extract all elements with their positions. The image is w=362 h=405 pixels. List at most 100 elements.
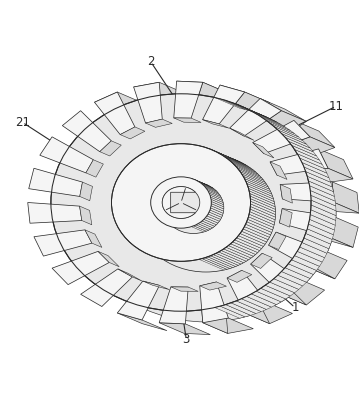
Polygon shape [231,301,261,313]
Polygon shape [279,223,353,247]
Polygon shape [28,202,82,223]
Polygon shape [227,278,270,324]
Polygon shape [250,196,275,209]
Polygon shape [279,209,333,237]
Polygon shape [221,155,249,167]
Polygon shape [118,269,142,281]
Polygon shape [194,179,209,185]
Polygon shape [270,162,287,179]
Polygon shape [274,275,303,290]
Polygon shape [230,128,254,141]
Polygon shape [308,181,334,196]
Polygon shape [215,306,245,318]
Polygon shape [211,204,224,211]
Polygon shape [235,165,262,178]
Polygon shape [304,233,331,249]
Polygon shape [236,299,266,311]
Ellipse shape [162,187,200,218]
Polygon shape [221,249,249,261]
Polygon shape [228,160,256,172]
Polygon shape [270,123,299,137]
Polygon shape [270,149,328,175]
Polygon shape [292,256,320,271]
Polygon shape [302,238,329,253]
Polygon shape [269,232,286,249]
Polygon shape [300,158,327,173]
Polygon shape [310,185,335,201]
Polygon shape [211,201,224,209]
Polygon shape [216,252,244,264]
Polygon shape [280,182,334,202]
Polygon shape [86,160,103,177]
Polygon shape [248,214,274,227]
Polygon shape [253,120,310,153]
Ellipse shape [76,104,336,322]
Polygon shape [52,252,109,285]
Polygon shape [246,181,272,194]
Polygon shape [292,145,320,160]
Polygon shape [205,257,233,269]
Polygon shape [252,291,281,305]
Polygon shape [251,201,275,215]
Polygon shape [80,206,92,225]
Polygon shape [241,106,272,119]
Polygon shape [143,281,169,290]
Text: 2: 2 [147,55,155,68]
Polygon shape [202,220,216,226]
Polygon shape [134,82,184,98]
Polygon shape [295,149,322,164]
Polygon shape [213,253,241,265]
Polygon shape [278,271,307,286]
Polygon shape [246,222,272,235]
Ellipse shape [136,154,275,272]
Text: 11: 11 [329,100,344,113]
Polygon shape [62,111,111,152]
Polygon shape [134,82,162,123]
Polygon shape [226,158,253,170]
Polygon shape [250,194,275,207]
Polygon shape [231,161,258,174]
Polygon shape [289,141,316,156]
Polygon shape [199,146,227,157]
Polygon shape [196,180,211,187]
Polygon shape [269,232,322,268]
Polygon shape [202,147,230,158]
Polygon shape [300,243,327,258]
Polygon shape [224,156,251,168]
Polygon shape [250,207,275,220]
Polygon shape [194,225,209,231]
Polygon shape [215,98,245,109]
Polygon shape [249,211,275,225]
Ellipse shape [111,144,251,261]
Polygon shape [219,250,246,262]
Polygon shape [304,167,331,182]
Polygon shape [162,187,195,218]
Polygon shape [251,253,300,294]
Polygon shape [174,81,203,118]
Polygon shape [231,242,258,254]
Polygon shape [233,163,260,176]
Polygon shape [242,229,268,242]
Polygon shape [311,205,336,220]
Polygon shape [205,147,233,159]
Polygon shape [310,250,347,279]
Polygon shape [203,85,245,124]
Polygon shape [200,282,227,290]
Polygon shape [228,244,256,256]
Polygon shape [240,172,266,184]
Polygon shape [224,247,251,260]
Polygon shape [34,230,92,256]
Polygon shape [226,100,256,113]
Polygon shape [213,150,241,162]
Polygon shape [209,193,223,200]
Polygon shape [208,191,222,198]
Polygon shape [282,268,310,282]
Polygon shape [243,226,269,240]
Polygon shape [80,182,92,201]
Polygon shape [100,141,121,156]
Polygon shape [198,222,212,229]
Polygon shape [260,98,306,121]
Polygon shape [311,200,336,215]
Polygon shape [256,288,286,302]
Polygon shape [117,313,167,330]
